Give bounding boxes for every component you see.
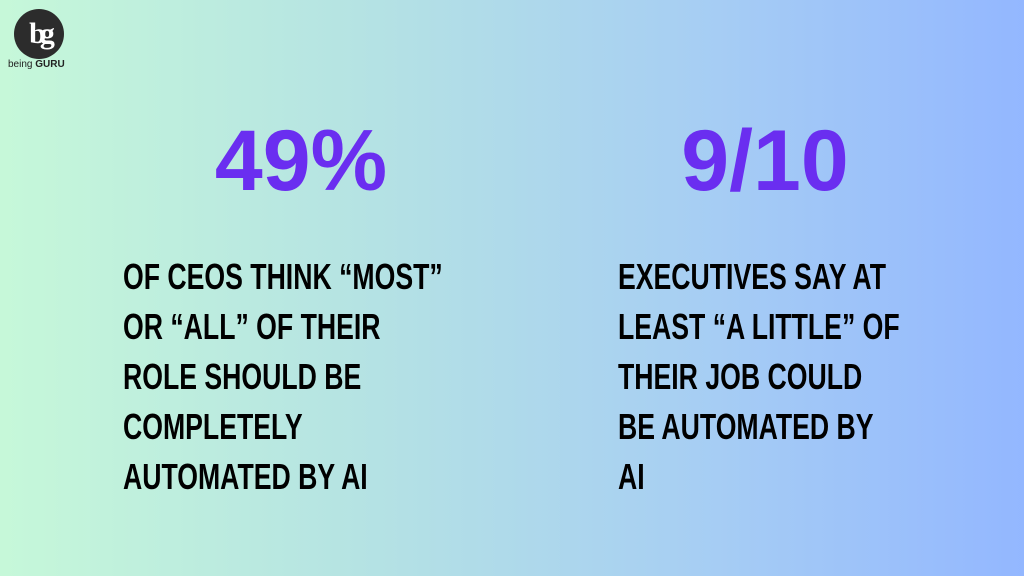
stat-description: OF CEOS THINK “MOST” OR “ALL” OF THEIR ROL… [123, 252, 443, 502]
description-line: OF CEOS THINK “MOST” [123, 256, 443, 297]
description-line: OR “ALL” OF THEIR [123, 306, 381, 347]
stat-value: 9/10 [681, 113, 849, 209]
description-line: ROLE SHOULD BE [123, 356, 362, 397]
description-line: AI [618, 456, 645, 497]
description-line: AUTOMATED BY AI [123, 456, 368, 497]
description-line: BE AUTOMATED BY [618, 406, 874, 447]
description-line: THEIR JOB COULD [618, 356, 863, 397]
brand-prefix: being [8, 59, 33, 70]
logo-text: being GURU [8, 59, 65, 70]
stat-description: EXECUTIVES SAY AT LEAST “A LITTLE” OF THEI… [618, 252, 900, 502]
description-line: COMPLETELY [123, 406, 303, 447]
brand-name: GURU [35, 59, 65, 70]
stat-value: 49% [214, 113, 388, 209]
description-line: EXECUTIVES SAY AT [618, 256, 886, 297]
logo-mark: bg [14, 9, 64, 59]
description-line: LEAST “A LITTLE” OF [618, 306, 900, 347]
